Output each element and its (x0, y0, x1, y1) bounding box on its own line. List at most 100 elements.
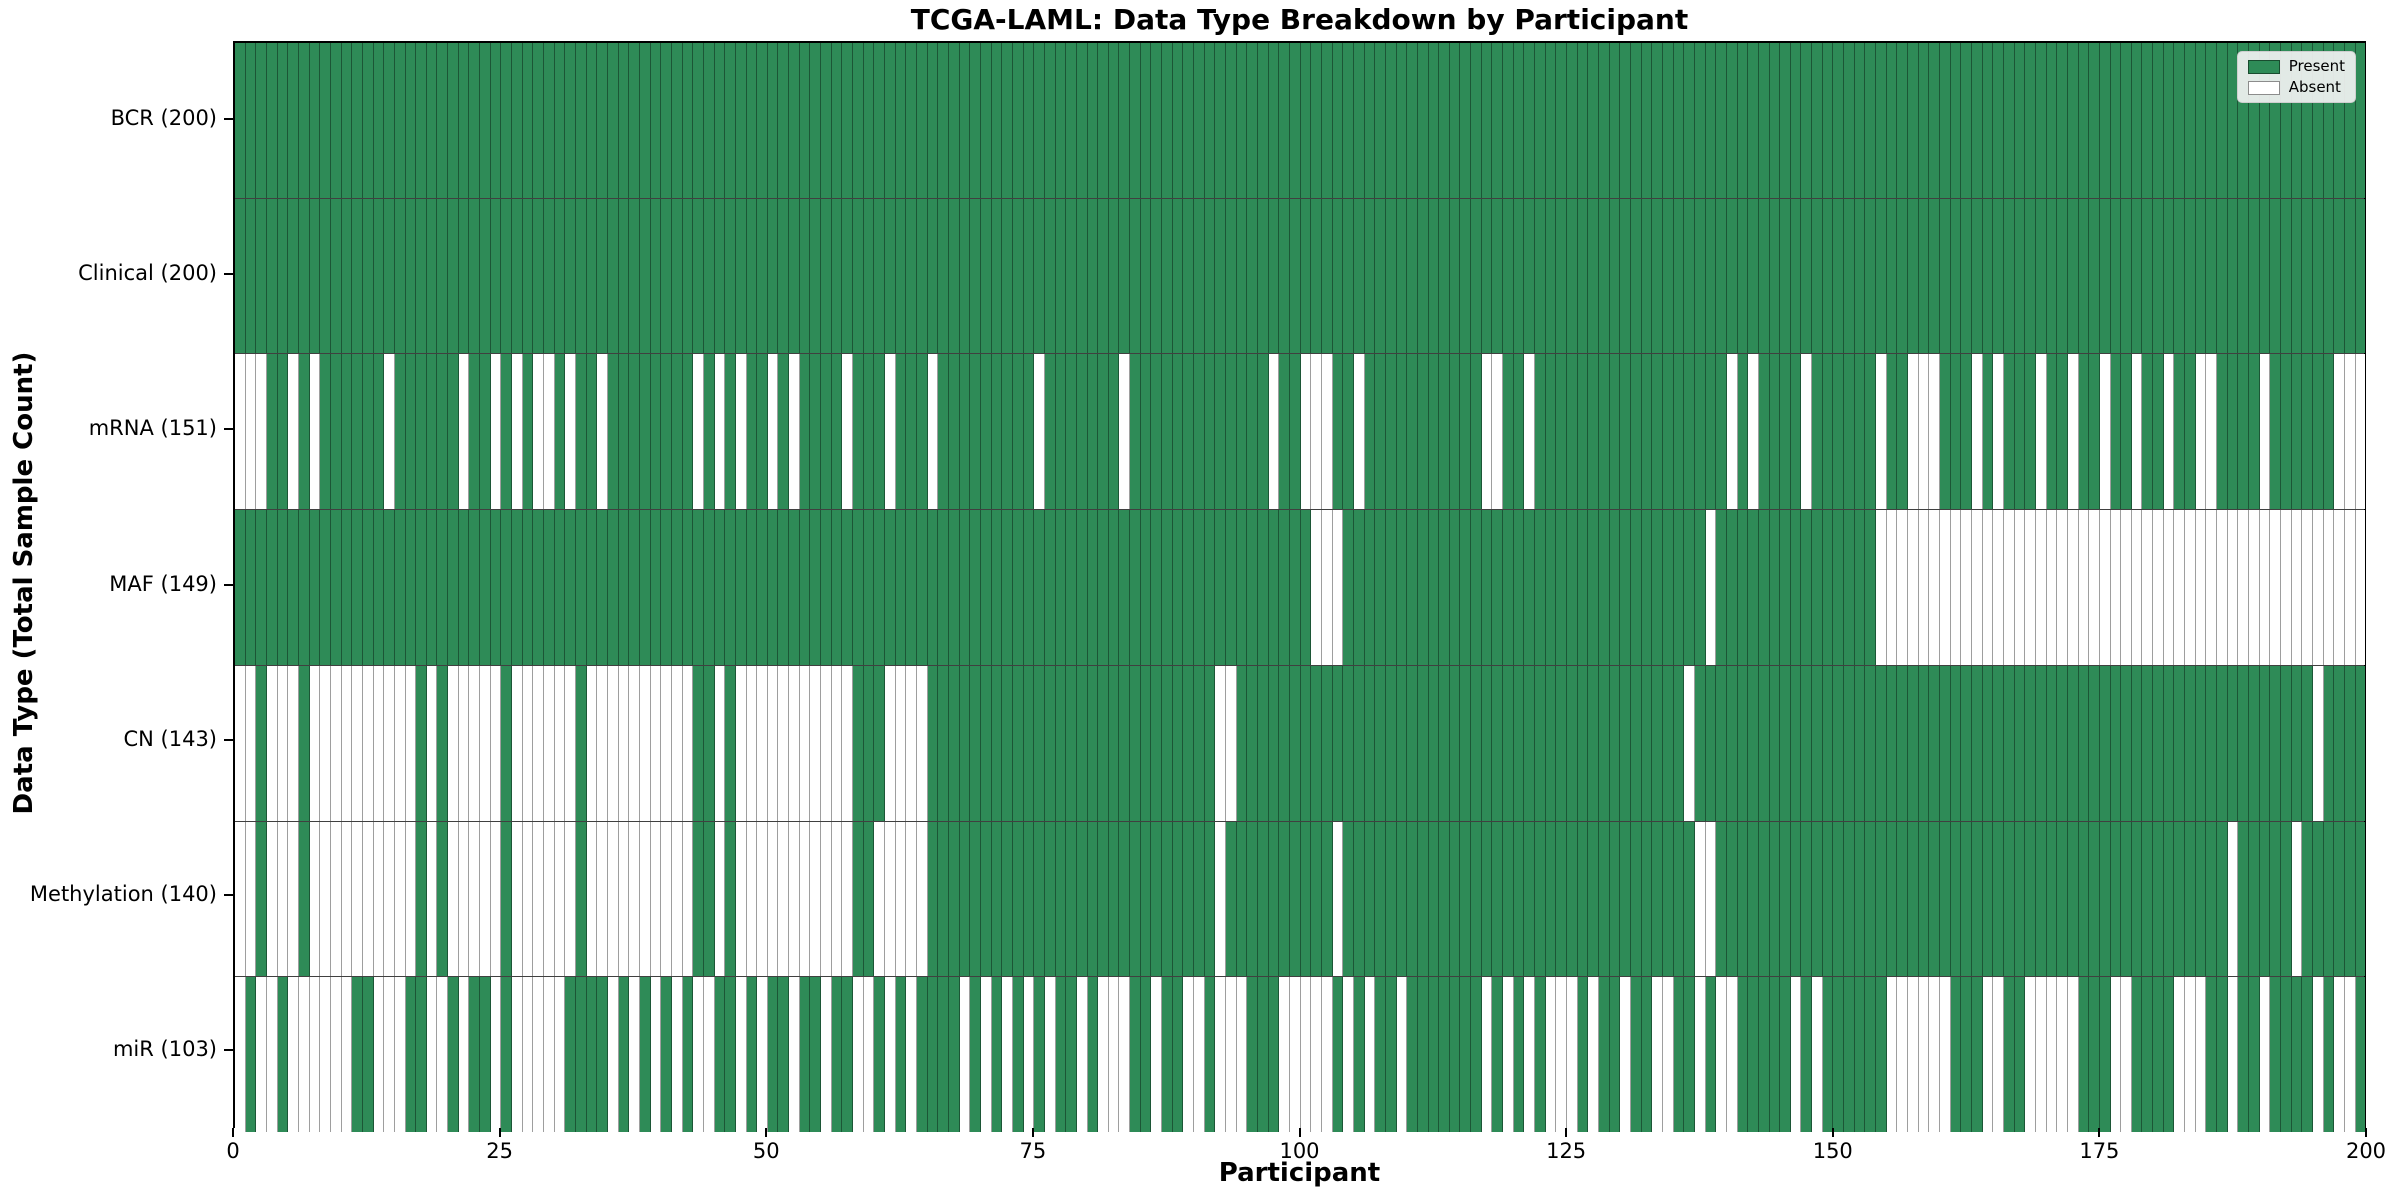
heatmap-cell (2227, 354, 2239, 510)
y-tick-mark (224, 583, 233, 586)
heatmap-cell (1226, 821, 1237, 977)
heatmap-cell (1940, 354, 1951, 510)
heatmap-cell (1481, 198, 1493, 354)
heatmap-cell (735, 198, 747, 354)
heatmap-cell (1226, 354, 1237, 510)
heatmap-cell (2046, 510, 2058, 665)
heatmap-cell (1066, 665, 1077, 821)
heatmap-cell (1066, 354, 1077, 510)
heatmap-cell (1641, 665, 1653, 821)
x-tick-mark (765, 1128, 768, 1137)
heatmap-cell (2259, 43, 2271, 198)
heatmap-cell (373, 354, 385, 510)
heatmap-cell (1599, 977, 1610, 1132)
heatmap-cell (2110, 510, 2122, 665)
heatmap-cell (1865, 43, 1877, 198)
heatmap-cell (693, 977, 704, 1132)
heatmap-cell (1726, 354, 1738, 510)
heatmap-cell (682, 198, 694, 354)
heatmap-cell (1311, 354, 1322, 510)
heatmap-cell (810, 43, 822, 198)
heatmap-cell (767, 821, 779, 977)
heatmap-cell (1833, 977, 1845, 1132)
heatmap-cell (1641, 821, 1653, 977)
heatmap-cell (469, 354, 481, 510)
heatmap-cell (2025, 510, 2036, 665)
heatmap-cell (2035, 821, 2047, 977)
heatmap-cell (2185, 821, 2196, 977)
heatmap-cell (2344, 510, 2356, 665)
heatmap-cell (1162, 665, 1173, 821)
heatmap-cell (1204, 43, 1216, 198)
heatmap-cell (1694, 43, 1706, 198)
heatmap-cell (384, 198, 395, 354)
heatmap-cell (2099, 510, 2111, 665)
heatmap-cell (927, 821, 939, 977)
heatmap-cell (1215, 198, 1227, 354)
heatmap-cell (586, 354, 598, 510)
heatmap-cell (831, 977, 843, 1132)
heatmap-cell (352, 43, 363, 198)
heatmap-cell (1279, 198, 1290, 354)
x-tick-mark (498, 1128, 501, 1137)
heatmap-cell (2078, 354, 2090, 510)
heatmap-cell (1780, 198, 1791, 354)
heatmap-cell (1076, 977, 1088, 1132)
heatmap-cell (1236, 198, 1248, 354)
heatmap-cell (2334, 977, 2345, 1132)
heatmap-cell (362, 354, 374, 510)
heatmap-cell (448, 665, 459, 821)
heatmap-cell (1609, 821, 1621, 977)
heatmap-cell (1950, 665, 1962, 821)
heatmap-cell (1236, 43, 1248, 198)
heatmap-cell (895, 665, 907, 821)
heatmap-cell (1396, 354, 1408, 510)
heatmap-cell (1620, 977, 1631, 1132)
heatmap-cell (330, 354, 342, 510)
heatmap-cell (1609, 977, 1621, 1132)
heatmap-cell (1748, 510, 1759, 665)
y-tick-mark (224, 894, 233, 897)
heatmap-cell (2057, 43, 2068, 198)
heatmap-cell (767, 510, 779, 665)
heatmap-cell (2110, 354, 2122, 510)
heatmap-cell (703, 665, 715, 821)
heatmap-cell (277, 354, 289, 510)
heatmap-cell (2163, 510, 2175, 665)
heatmap-cell (2355, 354, 2366, 510)
heatmap-cell (1694, 510, 1706, 665)
heatmap-cell (1140, 43, 1152, 198)
heatmap-cell (1289, 43, 1301, 198)
heatmap-cell (1908, 510, 1919, 665)
heatmap-cell (533, 977, 545, 1132)
heatmap-cell (341, 977, 353, 1132)
heatmap-cell (1801, 198, 1813, 354)
heatmap-cell (309, 665, 321, 821)
heatmap-cell (1886, 821, 1898, 977)
heatmap-cell (1215, 43, 1227, 198)
heatmap-cell (1812, 665, 1823, 821)
heatmap-cell (1971, 665, 1983, 821)
heatmap-cell (735, 354, 747, 510)
heatmap-cell (1545, 510, 1557, 665)
heatmap-cell (948, 665, 960, 821)
heatmap-cell (1130, 821, 1141, 977)
heatmap-cell (416, 977, 427, 1132)
heatmap-cell (1876, 821, 1887, 977)
heatmap-cell (1204, 977, 1216, 1132)
heatmap-cell (544, 821, 555, 977)
heatmap-cell (1215, 665, 1227, 821)
heatmap-cell (2014, 821, 2026, 977)
heatmap-cell (1876, 665, 1887, 821)
heatmap-cell (1908, 43, 1919, 198)
heatmap-cell (1748, 43, 1759, 198)
heatmap-cell (1023, 43, 1035, 198)
heatmap-cell (235, 198, 246, 354)
heatmap-cell (288, 43, 299, 198)
heatmap-cell (235, 354, 246, 510)
heatmap-cell (746, 977, 758, 1132)
heatmap-cell (1375, 198, 1386, 354)
heatmap-cell (618, 198, 630, 354)
heatmap-cell (586, 43, 598, 198)
heatmap-cell (544, 510, 555, 665)
